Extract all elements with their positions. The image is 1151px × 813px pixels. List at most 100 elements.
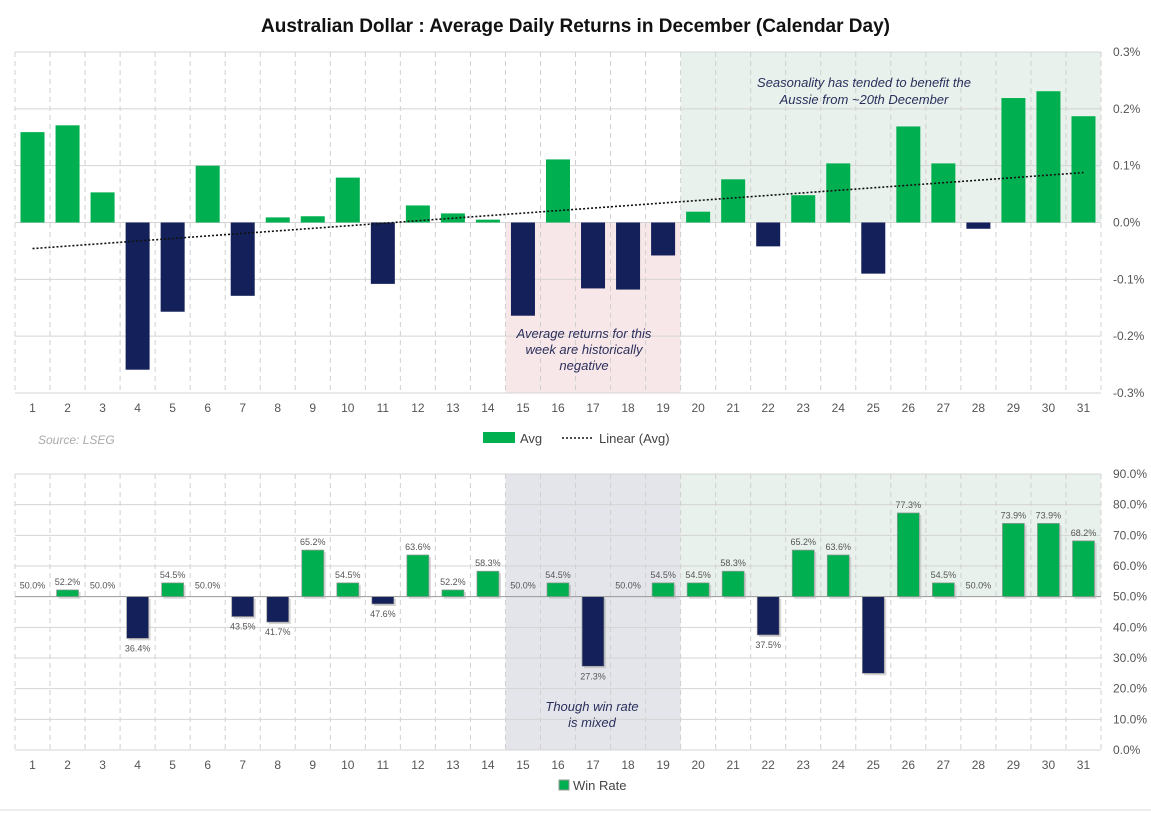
x-tick-label: 2 [64,401,71,415]
chart-title: Australian Dollar : Average Daily Return… [261,16,890,37]
win-rate-bar [301,549,325,598]
x-tick-label: 28 [972,401,986,415]
x-tick-label: 23 [797,401,811,415]
legend-avg-label: Avg [520,431,542,446]
legend-avg-swatch [483,432,515,443]
data-label: 37.5% [755,640,781,650]
avg-bar [55,125,80,223]
avg-bar [230,222,255,296]
y-tick-label: -0.3% [1113,386,1145,400]
x-tick-label: 22 [762,758,776,772]
avg-bar [651,222,676,256]
win-rate-bar [161,582,184,598]
win-rate-bar [336,582,360,598]
x-tick-label: 25 [867,401,881,415]
x-tick-label: 6 [204,401,211,415]
x-tick-label: 15 [516,401,530,415]
x-tick-label: 8 [274,401,281,415]
data-label: 65.2% [300,537,326,547]
y-tick-label: 20.0% [1113,682,1147,696]
x-tick-label: 19 [656,758,670,772]
y-tick-label: 10.0% [1113,712,1147,726]
y-tick-label: 0.0% [1113,743,1141,757]
x-tick-label: 5 [169,401,176,415]
legend-win-rate-label: Win Rate [573,778,626,793]
win-rate-bar [546,582,570,598]
data-label: 47.6% [370,609,396,619]
avg-bar [826,163,851,223]
y-tick-label: 70.0% [1113,528,1147,542]
win-rate-bar [1037,523,1060,598]
x-tick-label: 8 [274,758,281,772]
x-tick-label: 11 [377,758,390,772]
data-label: 50.0% [195,581,221,591]
x-tick-label: 20 [691,758,705,772]
win-rate-bar [266,596,290,623]
y-tick-label: 0.1% [1113,159,1141,173]
win-rate-bar [651,582,675,598]
x-tick-label: 10 [341,758,355,772]
x-tick-label: 5 [169,758,176,772]
avg-bar [1071,116,1096,223]
data-label: 50.0% [90,581,116,591]
y-tick-label: 0.2% [1113,102,1141,116]
avg-bar [475,219,500,223]
x-tick-label: 29 [1007,758,1021,772]
x-tick-label: 9 [309,401,316,415]
x-tick-label: 13 [446,758,460,772]
y-tick-label: -0.1% [1113,272,1145,286]
x-tick-label: 3 [99,401,106,415]
x-tick-label: 11 [377,401,390,415]
x-tick-label: 12 [411,401,425,415]
x-tick-label: 21 [726,758,740,772]
y-tick-label: 0.3% [1113,45,1141,59]
data-label: 43.5% [230,622,256,632]
win-rate-bar [126,596,149,639]
data-label: 52.2% [55,577,81,587]
x-tick-label: 4 [134,401,141,415]
win-rate-bar [791,549,815,598]
source-label: Source: LSEG [38,433,115,447]
win-rate-bar [581,596,605,667]
x-tick-label: 25 [867,758,881,772]
y-tick-label: 50.0% [1113,590,1147,604]
data-label: 73.9% [1036,510,1062,520]
x-tick-label: 20 [691,401,705,415]
legend-win-rate-swatch [558,779,570,791]
x-tick-label: 13 [446,401,460,415]
avg-bar [125,222,150,370]
data-label: 50.0% [615,581,641,591]
annotation-win-rate: Though win rate [545,699,638,714]
win-rate-bar [476,570,500,598]
data-label: 54.5% [545,570,571,580]
x-tick-label: 10 [341,401,355,415]
avg-bar [90,192,115,223]
avg-bar [861,222,886,274]
x-tick-label: 21 [726,401,740,415]
avg-bar [160,222,185,312]
y-tick-label: -0.2% [1113,329,1145,343]
annotation-win-rate: is mixed [568,715,616,730]
annotation-negative-week: week are historically [525,342,644,357]
x-tick-label: 12 [411,758,425,772]
avg-bar [581,222,606,289]
y-tick-label: 0.0% [1113,216,1141,230]
x-tick-label: 26 [902,401,916,415]
data-label: 73.9% [1001,510,1027,520]
avg-bar [195,165,220,223]
x-tick-label: 7 [239,401,246,415]
data-label: 41.7% [265,627,291,637]
avg-bar [896,126,921,223]
avg-bar [1036,91,1061,223]
x-tick-label: 18 [621,758,635,772]
avg-bar [931,163,956,223]
x-tick-label: 2 [64,758,71,772]
x-tick-label: 1 [29,401,36,415]
data-label: 54.5% [931,570,957,580]
x-tick-label: 15 [516,758,530,772]
x-tick-label: 19 [656,401,670,415]
x-tick-label: 18 [621,401,635,415]
x-tick-label: 14 [481,401,495,415]
legend-trend-label: Linear (Avg) [599,431,670,446]
